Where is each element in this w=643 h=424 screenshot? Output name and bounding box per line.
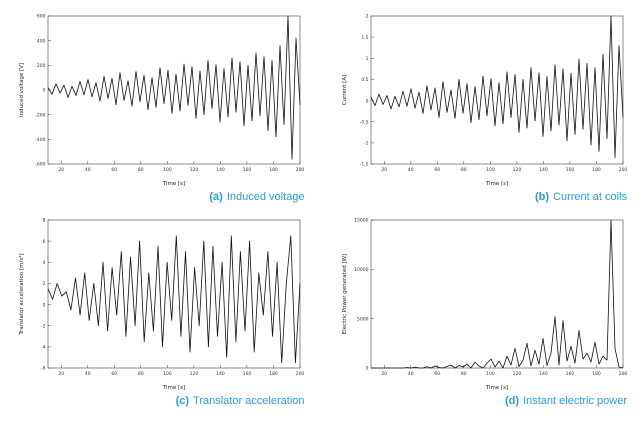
- svg-text:-1.5: -1.5: [359, 162, 368, 168]
- svg-text:180: 180: [592, 371, 601, 377]
- svg-text:-1: -1: [364, 141, 369, 147]
- panel-instant-electric-power: 20 40 60 80 100 120 140 160 180 200 15000 10000 5000…: [338, 212, 634, 408]
- caption-label: (b): [534, 191, 550, 203]
- caption-text: Current at coils: [553, 191, 627, 203]
- svg-text:40: 40: [85, 371, 91, 377]
- svg-text:100: 100: [163, 371, 172, 377]
- svg-text:Translator acceleration [m/s²]: Translator acceleration [m/s²]: [18, 253, 25, 335]
- svg-text:Time [s]: Time [s]: [162, 181, 185, 187]
- svg-text:-600: -600: [35, 162, 45, 168]
- svg-text:160: 160: [243, 167, 252, 173]
- svg-text:120: 120: [512, 167, 521, 173]
- svg-text:160: 160: [243, 371, 252, 377]
- svg-text:120: 120: [190, 371, 199, 377]
- svg-text:40: 40: [407, 167, 413, 173]
- svg-text:180: 180: [269, 167, 278, 173]
- caption-translator-acceleration: (c) Translator acceleration: [16, 395, 311, 408]
- svg-text:-400: -400: [35, 137, 45, 143]
- svg-text:80: 80: [460, 167, 466, 173]
- svg-text:Electric Power generated [W]: Electric Power generated [W]: [342, 254, 348, 334]
- svg-text:1.5: 1.5: [361, 35, 368, 41]
- chart-instant-electric-power: 20 40 60 80 100 120 140 160 180 200 15000 10000 5000…: [338, 212, 629, 392]
- svg-text:140: 140: [539, 167, 548, 173]
- panel-current-at-coils: 20 40 60 80 100 120 140 160 180 200 2 1.5 1 0.5 0 -0.5 -…: [338, 8, 634, 204]
- svg-text:60: 60: [111, 167, 117, 173]
- svg-text:20: 20: [381, 167, 387, 173]
- svg-text:20: 20: [58, 371, 64, 377]
- svg-text:140: 140: [216, 371, 225, 377]
- svg-text:60: 60: [111, 371, 117, 377]
- caption-text: Induced voltage: [226, 191, 305, 203]
- chart-current-at-coils: 20 40 60 80 100 120 140 160 180 200 2 1.5 1 0.5 0 -0.5 -…: [338, 8, 629, 188]
- svg-text:Current [A]: Current [A]: [342, 75, 348, 105]
- svg-text:0.5: 0.5: [361, 77, 368, 83]
- svg-text:Time [s]: Time [s]: [162, 385, 185, 391]
- svg-text:140: 140: [539, 371, 548, 377]
- svg-text:140: 140: [216, 167, 225, 173]
- svg-text:80: 80: [138, 167, 144, 173]
- svg-text:Time [s]: Time [s]: [484, 385, 507, 391]
- chart-induced-voltage: 20 40 60 80 100 120 140 160 180 200 600 400 200 0 -200…: [16, 8, 306, 188]
- svg-text:-200: -200: [35, 112, 45, 118]
- svg-text:-2: -2: [41, 323, 46, 329]
- panel-induced-voltage: 20 40 60 80 100 120 140 160 180 200 600 400 200 0 -200…: [16, 8, 311, 204]
- svg-text:200: 200: [296, 371, 305, 377]
- figure-grid: 20 40 60 80 100 120 140 160 180 200 600 400 200 0 -200…: [16, 8, 634, 408]
- svg-text:100: 100: [486, 371, 495, 377]
- svg-text:Time [s]: Time [s]: [484, 181, 507, 187]
- caption-induced-voltage: (a) Induced voltage: [16, 191, 311, 204]
- svg-text:120: 120: [512, 371, 521, 377]
- svg-text:10000: 10000: [354, 267, 368, 273]
- svg-text:40: 40: [85, 167, 91, 173]
- svg-text:4: 4: [43, 260, 46, 266]
- caption-instant-electric-power: (d) Instant electric power: [339, 395, 634, 408]
- caption-current-at-coils: (b) Current at coils: [339, 191, 634, 204]
- svg-text:0: 0: [365, 98, 368, 104]
- caption-label: (a): [209, 191, 223, 203]
- svg-text:1: 1: [365, 56, 368, 62]
- svg-text:Induced voltage [V]: Induced voltage [V]: [19, 63, 25, 117]
- svg-text:0: 0: [43, 302, 46, 308]
- svg-text:60: 60: [434, 167, 440, 173]
- svg-text:400: 400: [37, 38, 46, 44]
- chart-translator-acceleration: 20 40 60 80 100 120 140 160 180 20086420-2-4-6Tim…: [16, 212, 306, 392]
- svg-text:6: 6: [43, 239, 46, 245]
- svg-text:180: 180: [269, 371, 278, 377]
- svg-text:0: 0: [365, 366, 368, 372]
- svg-text:2: 2: [365, 14, 368, 20]
- svg-text:-0.5: -0.5: [359, 119, 368, 125]
- svg-text:160: 160: [565, 371, 574, 377]
- caption-text: Translator acceleration: [193, 395, 305, 407]
- svg-text:600: 600: [37, 14, 46, 20]
- svg-text:200: 200: [296, 167, 305, 173]
- svg-text:180: 180: [592, 167, 601, 173]
- svg-text:2: 2: [43, 281, 46, 287]
- svg-text:15000: 15000: [354, 218, 368, 224]
- svg-text:100: 100: [163, 167, 172, 173]
- svg-text:160: 160: [565, 167, 574, 173]
- svg-text:80: 80: [138, 371, 144, 377]
- panel-translator-acceleration: 20 40 60 80 100 120 140 160 180 200 8 6 4 2 0 -2 -4 -6 Tim…: [16, 212, 311, 408]
- svg-text:20: 20: [58, 167, 64, 173]
- svg-text:120: 120: [190, 167, 199, 173]
- svg-text:100: 100: [486, 167, 495, 173]
- svg-text:60: 60: [434, 371, 440, 377]
- svg-text:200: 200: [618, 167, 627, 173]
- caption-label: (d): [505, 395, 520, 407]
- svg-text:80: 80: [460, 371, 466, 377]
- svg-text:0: 0: [43, 88, 46, 94]
- svg-text:5000: 5000: [357, 316, 369, 322]
- caption-text: Instant electric power: [523, 395, 627, 407]
- svg-text:-4: -4: [41, 345, 46, 351]
- svg-text:8: 8: [43, 218, 46, 224]
- caption-label: (c): [175, 395, 190, 407]
- svg-text:200: 200: [37, 63, 46, 69]
- svg-text:40: 40: [407, 371, 413, 377]
- svg-text:-6: -6: [41, 366, 46, 372]
- svg-text:20: 20: [381, 371, 387, 377]
- svg-text:200: 200: [618, 371, 627, 377]
